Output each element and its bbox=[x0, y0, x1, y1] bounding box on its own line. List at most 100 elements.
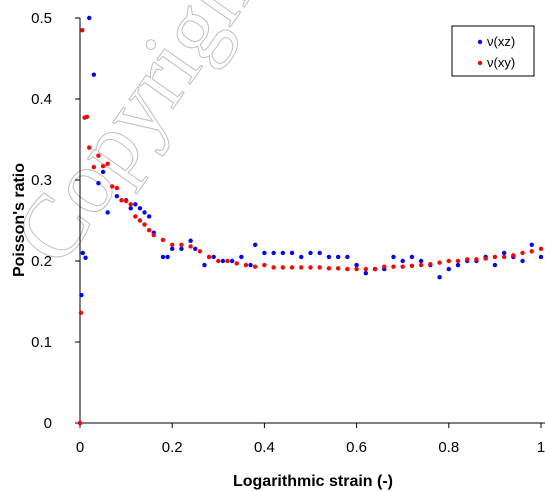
data-point bbox=[193, 246, 198, 252]
data-point bbox=[409, 254, 415, 260]
x-tick-label: 0.8 bbox=[438, 439, 459, 456]
data-point bbox=[299, 254, 304, 260]
data-point bbox=[243, 262, 249, 268]
data-point bbox=[83, 255, 88, 260]
data-point bbox=[511, 253, 516, 258]
data-point bbox=[179, 246, 184, 252]
data-point bbox=[492, 262, 498, 268]
legend-marker-xy bbox=[477, 60, 483, 66]
x-tick-label: 0 bbox=[76, 439, 84, 456]
data-point bbox=[455, 262, 461, 268]
data-point bbox=[382, 264, 387, 269]
data-point bbox=[538, 246, 544, 252]
data-point bbox=[80, 250, 85, 256]
series-1 bbox=[77, 27, 544, 426]
y-tick-label: 0.2 bbox=[31, 253, 52, 270]
data-point bbox=[133, 202, 138, 207]
data-point bbox=[100, 169, 106, 175]
data-point bbox=[110, 184, 115, 189]
data-point bbox=[289, 250, 295, 256]
x-tick-label: 1 bbox=[537, 439, 545, 456]
legend-label-xz: ν(xz) bbox=[487, 34, 515, 49]
data-point bbox=[520, 250, 525, 256]
watermark: Copyright bbox=[0, 0, 286, 282]
watermark-text: Copyright bbox=[0, 0, 286, 281]
data-point bbox=[87, 145, 92, 150]
data-point bbox=[474, 257, 479, 262]
data-point bbox=[133, 214, 138, 219]
axes: 0 0.2 0.4 0.6 0.8 1 0 0.1 0.2 0.3 0.4 0.5 bbox=[31, 10, 545, 456]
data-point bbox=[529, 242, 534, 247]
data-points bbox=[77, 15, 544, 426]
y-axis-title: Poisson's ratio bbox=[11, 163, 28, 277]
data-point bbox=[96, 181, 101, 186]
data-point bbox=[418, 262, 424, 268]
y-tick-label: 0.4 bbox=[31, 91, 52, 108]
data-point bbox=[391, 264, 396, 269]
data-point bbox=[234, 261, 239, 266]
x-tick-label: 0.6 bbox=[346, 439, 367, 456]
data-point bbox=[142, 210, 147, 215]
data-point bbox=[137, 206, 143, 211]
data-point bbox=[345, 254, 350, 260]
data-point bbox=[455, 258, 461, 264]
data-point bbox=[372, 266, 378, 272]
data-point bbox=[363, 270, 369, 276]
data-point bbox=[197, 249, 203, 254]
data-point bbox=[225, 258, 230, 264]
data-point bbox=[91, 72, 97, 77]
data-point bbox=[418, 258, 424, 264]
data-point bbox=[239, 254, 244, 260]
data-point bbox=[123, 198, 129, 204]
data-point bbox=[262, 250, 267, 256]
data-point bbox=[335, 254, 341, 260]
data-point bbox=[465, 257, 470, 262]
data-point bbox=[280, 250, 286, 256]
data-point bbox=[87, 15, 92, 21]
data-point bbox=[137, 218, 143, 223]
y-tick-label: 0.1 bbox=[31, 334, 52, 351]
data-point bbox=[317, 250, 322, 256]
data-point bbox=[354, 266, 359, 272]
y-tick-label: 0.3 bbox=[31, 172, 52, 189]
legend-marker-xz bbox=[477, 39, 483, 45]
data-point bbox=[84, 114, 90, 120]
data-point bbox=[216, 258, 221, 264]
data-point bbox=[326, 266, 332, 271]
data-point bbox=[220, 258, 226, 264]
data-point bbox=[165, 254, 170, 260]
data-point bbox=[501, 254, 507, 260]
data-point bbox=[78, 310, 84, 316]
data-point bbox=[142, 222, 147, 227]
data-point bbox=[280, 265, 286, 270]
data-point bbox=[529, 249, 534, 254]
y-tick-label: 0 bbox=[44, 415, 52, 432]
data-point bbox=[308, 265, 313, 270]
x-tick-label: 0.4 bbox=[254, 439, 275, 456]
data-point bbox=[100, 164, 106, 169]
data-point bbox=[96, 153, 101, 158]
data-point bbox=[206, 254, 212, 260]
legend-label-xy: ν(xy) bbox=[487, 55, 515, 70]
data-point bbox=[151, 232, 156, 238]
y-tick-label: 0.5 bbox=[31, 10, 52, 27]
data-point bbox=[492, 254, 498, 260]
data-point bbox=[119, 198, 124, 203]
data-point bbox=[446, 258, 451, 264]
data-point bbox=[538, 254, 544, 260]
data-point bbox=[114, 194, 120, 199]
data-point bbox=[409, 263, 415, 269]
data-point bbox=[271, 250, 276, 256]
x-axis-title: Logarithmic strain (-) bbox=[233, 473, 393, 490]
data-point bbox=[446, 266, 451, 272]
data-point bbox=[289, 265, 295, 270]
data-point bbox=[79, 292, 84, 298]
x-tick-group: 0 0.2 0.4 0.6 0.8 1 bbox=[76, 423, 545, 456]
data-point bbox=[179, 242, 184, 247]
data-point bbox=[77, 420, 83, 426]
data-point bbox=[188, 238, 193, 243]
data-point bbox=[520, 258, 525, 264]
data-point bbox=[400, 264, 405, 269]
data-point bbox=[308, 250, 313, 256]
